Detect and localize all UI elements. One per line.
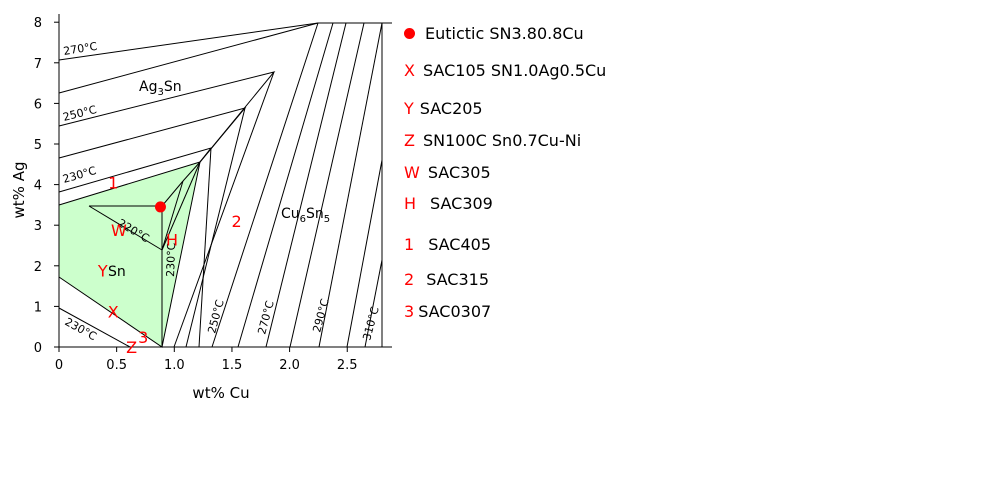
legend-label: Eutictic SN3.80.8Cu <box>425 23 584 43</box>
y-tick-label: 3 <box>34 219 42 234</box>
sn-isotherm-230 <box>58 307 131 348</box>
legend-label: SAC309 <box>430 193 493 213</box>
alloy-marker: W <box>111 221 127 240</box>
legend-label: SAC105 SN1.0Ag0.5Cu <box>422 60 607 80</box>
isotherm-label: 270°C <box>62 40 98 58</box>
y-tick-label: 0 <box>34 341 42 356</box>
x-axis-ticks: 0 0.5 1.0 1.5 2.0 2.5 <box>55 347 358 373</box>
legend-item: Y SAC205 <box>404 97 483 119</box>
x-tick-label: 0.5 <box>106 358 127 373</box>
x-axis-label: wt% Cu <box>192 384 249 402</box>
legend-item: X SAC105 SN1.0Ag0.5Cu <box>404 59 606 81</box>
legend-symbol: X <box>404 60 415 80</box>
legend-item: H SAC309 <box>404 192 493 214</box>
legend-label: SN100C Sn0.7Cu-Ni <box>422 130 582 150</box>
plot-frame <box>58 14 392 348</box>
isotherm-label: 290°C <box>310 297 331 334</box>
y-tick-label: 4 <box>34 179 42 194</box>
legend-symbol: 2 <box>404 269 415 289</box>
x-tick-label: 0 <box>55 358 63 373</box>
alloy-markers: X Y Z W H 1 2 3 <box>97 174 242 357</box>
alloy-marker: 2 <box>231 212 241 231</box>
legend-symbol: H <box>404 193 417 213</box>
legend-symbol: 3 <box>404 301 415 321</box>
legend-symbol: Z <box>404 130 415 150</box>
legend-item: 1 SAC405 <box>404 233 491 255</box>
legend: Eutictic SN3.80.8Cu X SAC105 SN1.0Ag0.5Cu Y… <box>404 18 704 328</box>
phase-label-ag3sn: Ag3Sn <box>139 79 182 98</box>
x-tick-label: 2.5 <box>337 358 358 373</box>
y-axis-label: wt% Ag <box>10 162 28 219</box>
x-tick-label: 1.0 <box>164 358 185 373</box>
legend-symbol: Y <box>404 98 414 118</box>
legend-label: SAC405 <box>428 234 492 254</box>
alloy-marker: Z <box>126 338 137 357</box>
x-tick-label: 2.0 <box>279 358 300 373</box>
alloy-marker: 1 <box>108 174 118 193</box>
legend-symbol: 1 <box>404 234 415 254</box>
legend-symbol: W <box>404 162 420 182</box>
legend-item: Eutictic SN3.80.8Cu <box>404 22 584 44</box>
alloy-marker: Y <box>97 262 108 281</box>
phase-boundaries <box>58 161 201 348</box>
legend-label: SAC315 <box>426 269 490 289</box>
isotherm-label: 310°C <box>360 305 381 342</box>
isotherm-label: 250°C <box>205 298 226 335</box>
isotherm-label: 230°C <box>164 242 178 277</box>
phase-label-sn: Sn <box>108 264 126 280</box>
legend-label: SAC205 <box>419 98 483 118</box>
cu6sn5-isotherms <box>173 22 383 348</box>
legend-label: SAC0307 <box>418 301 492 321</box>
legend-label: SAC305 <box>427 162 491 182</box>
legend-item: W SAC305 <box>404 161 491 183</box>
y-tick-label: 2 <box>34 260 42 275</box>
y-tick-label: 6 <box>34 97 42 112</box>
phase-label-cu6sn5: Cu6Sn5 <box>281 206 330 225</box>
y-tick-label: 5 <box>34 138 42 153</box>
alloy-marker: 3 <box>138 328 148 347</box>
eutectic-marker <box>154 201 166 213</box>
x-tick-label: 1.5 <box>222 358 243 373</box>
legend-item: 3 SAC0307 <box>404 300 491 322</box>
legend-dot <box>404 27 415 39</box>
y-axis-ticks: 0 1 2 3 4 5 6 7 8 <box>34 16 59 356</box>
legend-item: Z SN100C Sn0.7Cu-Ni <box>404 129 581 151</box>
alloy-marker: X <box>108 302 119 321</box>
y-tick-label: 7 <box>34 57 42 72</box>
alloy-marker: H <box>166 230 178 249</box>
y-tick-label: 1 <box>34 300 42 315</box>
y-tick-label: 8 <box>34 16 42 31</box>
legend-item: 2 SAC315 <box>404 268 489 290</box>
ag3sn-isotherms <box>58 22 382 193</box>
